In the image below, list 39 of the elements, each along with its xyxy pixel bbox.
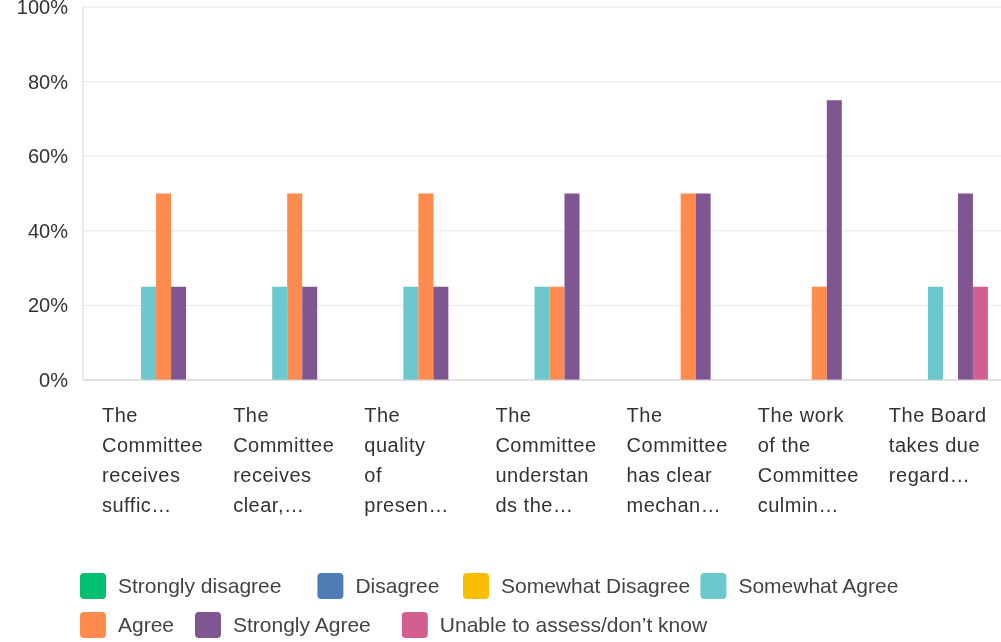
y-tick-label: 20%: [27, 294, 69, 317]
legend-label: Strongly Agree: [233, 613, 371, 637]
x-tick-label: The work of the Committee culmin…: [757, 404, 859, 516]
legend-label: Strongly disagree: [118, 574, 282, 598]
y-tick-label: 0%: [39, 369, 69, 391]
bar: [680, 193, 696, 380]
bar: [433, 286, 449, 380]
legend-label: Agree: [118, 613, 175, 637]
x-tick-label: The Committee understands the…: [495, 404, 597, 516]
bar: [972, 286, 988, 380]
y-tick-label: 80%: [27, 70, 69, 93]
bar: [549, 286, 565, 380]
bar: [811, 286, 827, 380]
bar: [272, 286, 288, 380]
bar: [418, 193, 434, 380]
bar: [156, 193, 172, 380]
bar: [534, 286, 550, 380]
bar: [564, 193, 580, 380]
legend-label: Somewhat Agree: [738, 574, 899, 598]
y-tick-label: 100%: [16, 0, 69, 18]
x-tick-label: The Committee receives clear,…: [233, 404, 335, 516]
legend-label: Somewhat Disagree: [501, 574, 691, 598]
x-tick-label: The Committee receives suffic…: [102, 404, 204, 516]
bar: [287, 193, 303, 380]
bar: [171, 286, 187, 380]
bar: [957, 193, 973, 380]
x-tick-label: The Committee has clear mechan…: [626, 404, 728, 516]
x-tick-label: The quality of presen…: [364, 404, 449, 516]
bar: [695, 193, 711, 380]
bar: [141, 286, 157, 380]
bar: [927, 286, 943, 380]
bar: [302, 286, 318, 380]
y-tick-label: 60%: [27, 145, 69, 168]
legend-label: Unable to assess/don’t know: [439, 613, 708, 637]
y-tick-label: 40%: [27, 219, 69, 242]
x-tick-label: The Board takes due regard…: [888, 404, 987, 486]
bar: [826, 100, 842, 380]
legend-label: Disagree: [355, 574, 440, 598]
bar: [403, 286, 419, 380]
